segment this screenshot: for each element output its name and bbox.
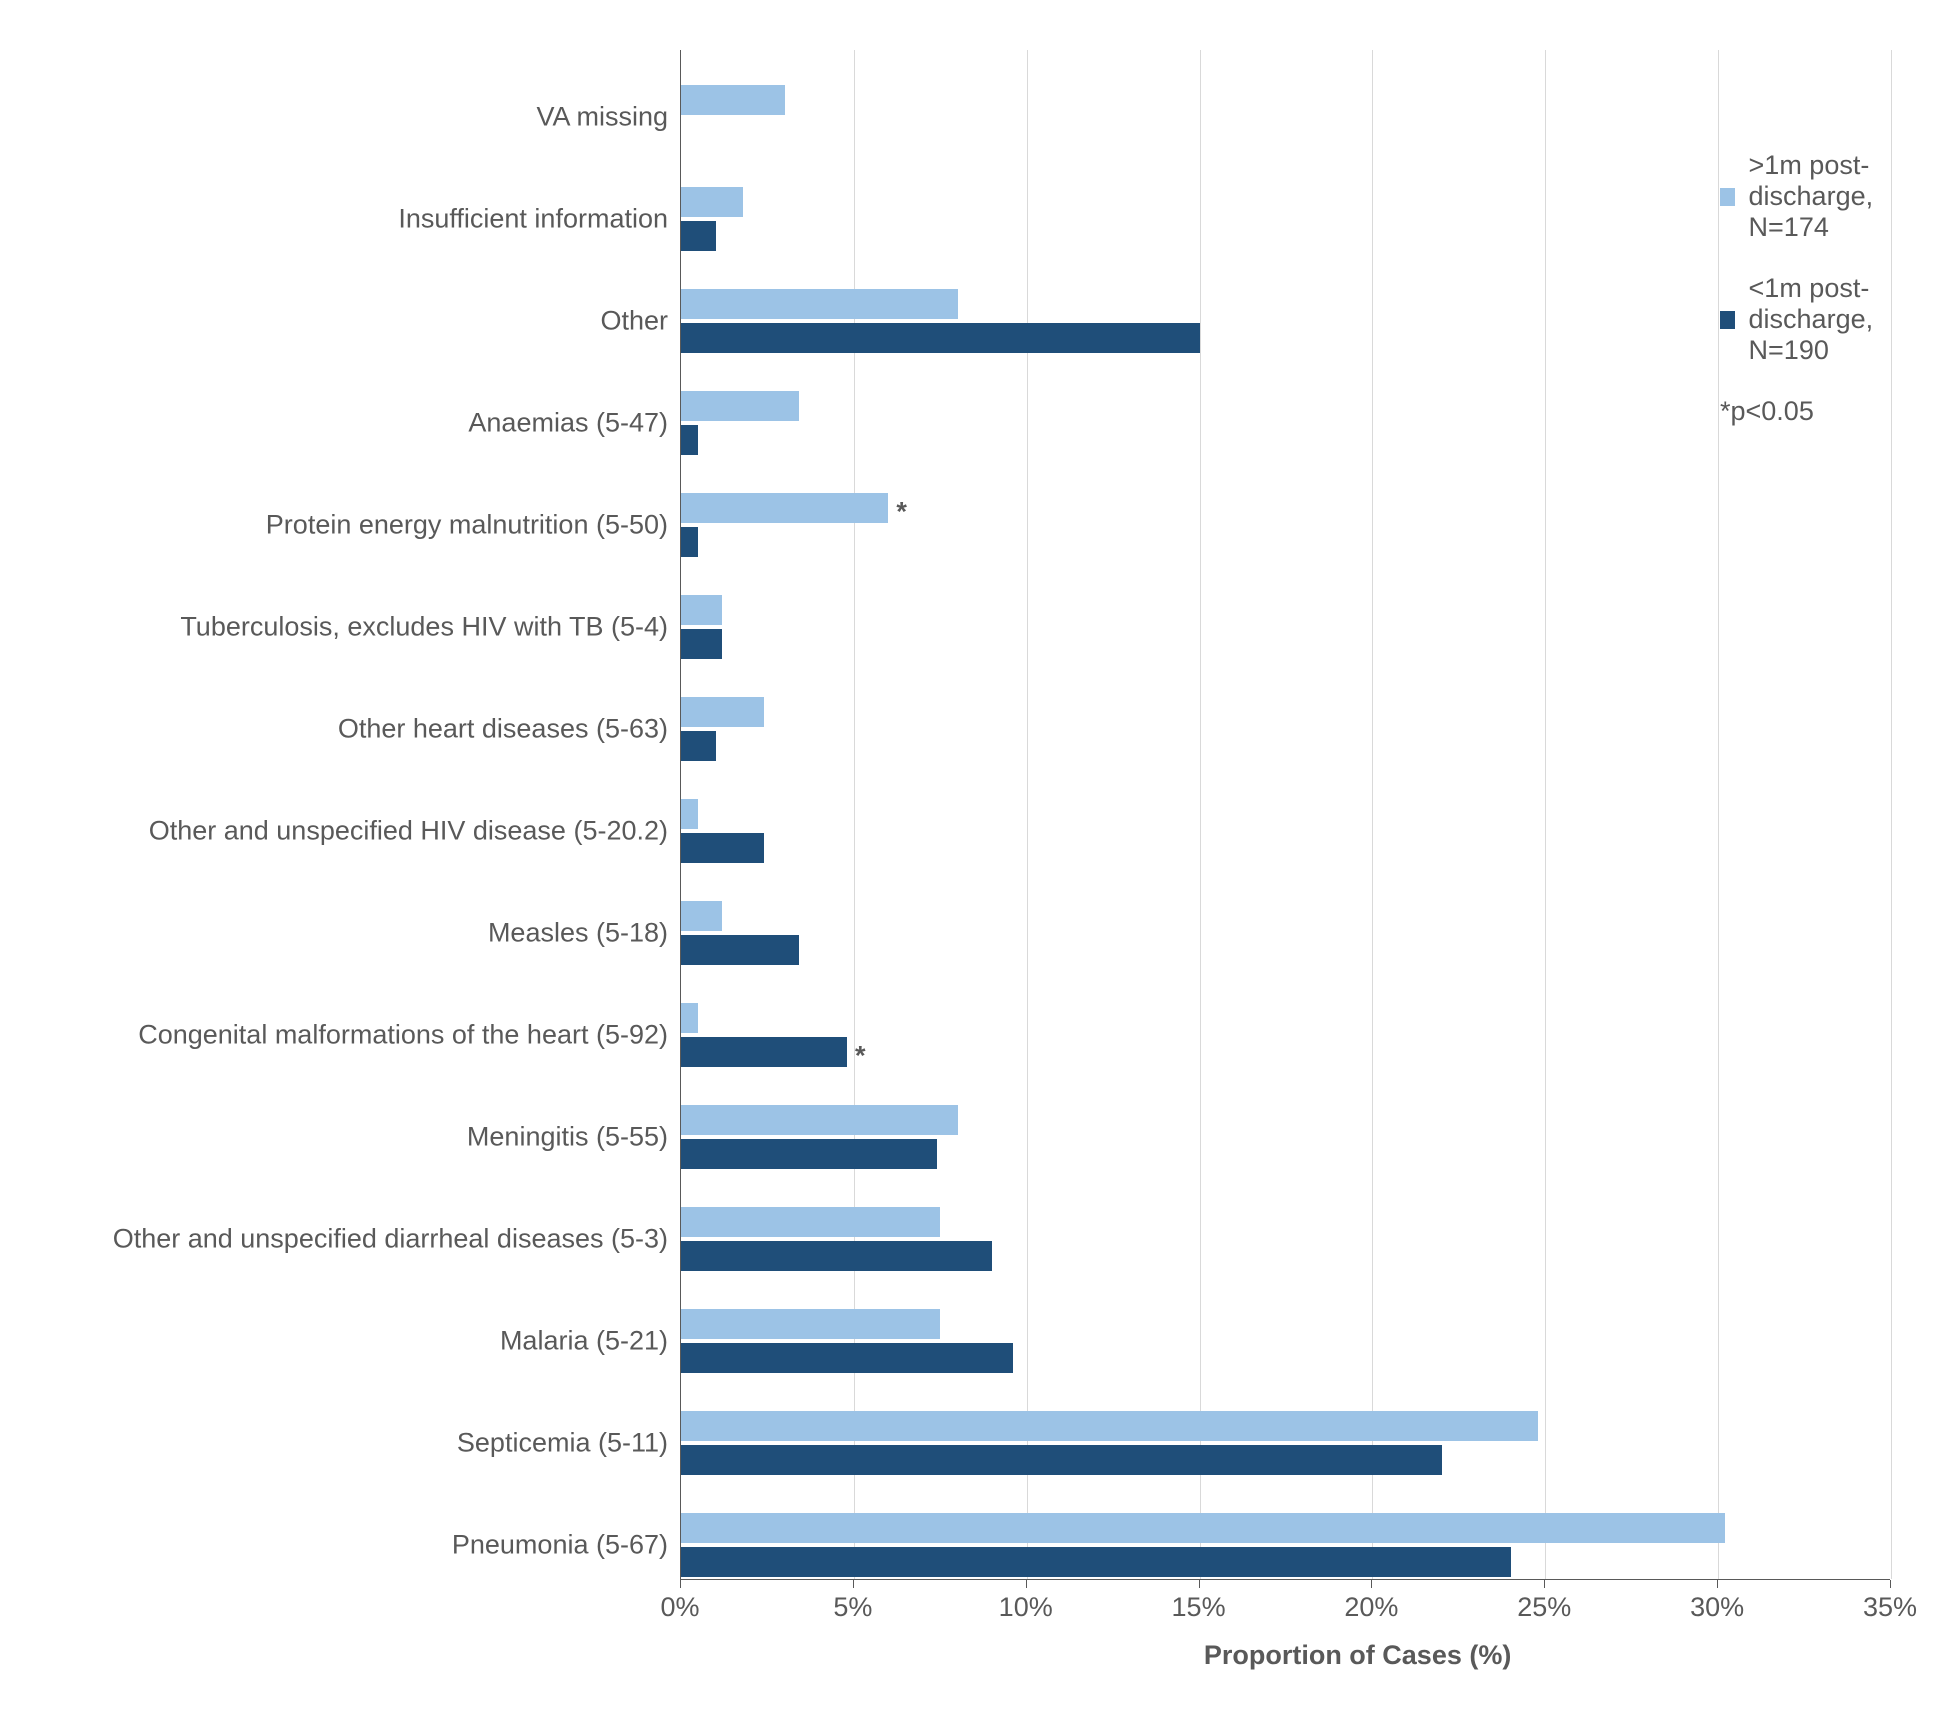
bar — [681, 493, 888, 523]
category-label: Other and unspecified diarrheal diseases… — [40, 1224, 668, 1255]
x-tick-label: 35% — [1863, 1592, 1917, 1623]
bar — [681, 289, 958, 319]
category-label: Other and unspecified HIV disease (5-20.… — [40, 816, 668, 847]
legend-item-series-b: <1m post-discharge, N=190 — [1720, 273, 1910, 366]
x-tick-label: 30% — [1690, 1592, 1744, 1623]
bar — [681, 731, 716, 761]
category-label: Other heart diseases (5-63) — [40, 714, 668, 745]
x-tick-mark — [853, 1580, 854, 1588]
x-tick-mark — [1026, 1580, 1027, 1588]
x-tick-mark — [1371, 1580, 1372, 1588]
legend-label-series-b: <1m post-discharge, N=190 — [1749, 273, 1910, 366]
bar — [681, 1241, 992, 1271]
bar — [681, 1207, 940, 1237]
bar — [681, 1003, 698, 1033]
bar — [681, 1513, 1725, 1543]
bar — [681, 85, 785, 115]
y-axis-labels: VA missing Insufficient information Other A… — [40, 40, 680, 1683]
category-label: VA missing — [40, 102, 668, 133]
cases-proportion-chart: ** VA missingInsufficient informationOth… — [40, 40, 1910, 1683]
category-label: Tuberculosis, excludes HIV with TB (5-4) — [40, 612, 668, 643]
bar — [681, 1547, 1511, 1577]
x-tick-label: 10% — [999, 1592, 1053, 1623]
significance-asterisk: * — [855, 1041, 866, 1072]
bar — [681, 833, 764, 863]
bar — [681, 1139, 937, 1169]
grid-line — [1200, 50, 1201, 1579]
grid-line — [1545, 50, 1546, 1579]
category-label: Meningitis (5-55) — [40, 1122, 668, 1153]
legend: >1m post-discharge, N=174 <1m post-disch… — [1720, 150, 1910, 427]
bar — [681, 425, 698, 455]
x-tick-label: 25% — [1517, 1592, 1571, 1623]
significance-asterisk: * — [896, 497, 907, 528]
bar — [681, 595, 722, 625]
category-label: Congenital malformations of the heart (5… — [40, 1020, 668, 1051]
bar — [681, 1411, 1538, 1441]
legend-swatch-series-b — [1720, 311, 1735, 329]
bar — [681, 629, 722, 659]
legend-significance-note: *p<0.05 — [1720, 396, 1910, 427]
grid-line — [1027, 50, 1028, 1579]
bar — [681, 323, 1200, 353]
bar — [681, 935, 799, 965]
category-label: Insufficient information — [40, 204, 668, 235]
bar — [681, 187, 743, 217]
category-label: Other — [40, 306, 668, 337]
grid-line — [1718, 50, 1719, 1579]
legend-label-series-a: >1m post-discharge, N=174 — [1749, 150, 1910, 243]
category-label: Protein energy malnutrition (5-50) — [40, 510, 668, 541]
x-tick-label: 15% — [1172, 1592, 1226, 1623]
category-label: Measles (5-18) — [40, 918, 668, 949]
bar — [681, 1105, 958, 1135]
bar — [681, 901, 722, 931]
bar — [681, 1445, 1442, 1475]
x-tick-label: 5% — [833, 1592, 872, 1623]
x-tick-mark — [1544, 1580, 1545, 1588]
bar — [681, 391, 799, 421]
category-label: Septicemia (5-11) — [40, 1428, 668, 1459]
grid-line — [1372, 50, 1373, 1579]
x-tick-label: 0% — [660, 1592, 699, 1623]
category-label: Anaemias (5-47) — [40, 408, 668, 439]
legend-item-series-a: >1m post-discharge, N=174 — [1720, 150, 1910, 243]
x-tick-mark — [1717, 1580, 1718, 1588]
category-label: Pneumonia (5-67) — [40, 1530, 668, 1561]
category-label: Malaria (5-21) — [40, 1326, 668, 1357]
x-tick-label: 20% — [1344, 1592, 1398, 1623]
bar — [681, 221, 716, 251]
bar — [681, 1037, 847, 1067]
x-tick-mark — [680, 1580, 681, 1588]
bar — [681, 1343, 1013, 1373]
bar — [681, 697, 764, 727]
x-tick-mark — [1199, 1580, 1200, 1588]
x-tick-mark — [1890, 1580, 1891, 1588]
legend-swatch-series-a — [1720, 188, 1735, 206]
plot-area: ** — [680, 50, 1890, 1580]
bar — [681, 799, 698, 829]
bar — [681, 527, 698, 557]
x-axis-title: Proportion of Cases (%) — [1204, 1640, 1512, 1671]
bar — [681, 1309, 940, 1339]
